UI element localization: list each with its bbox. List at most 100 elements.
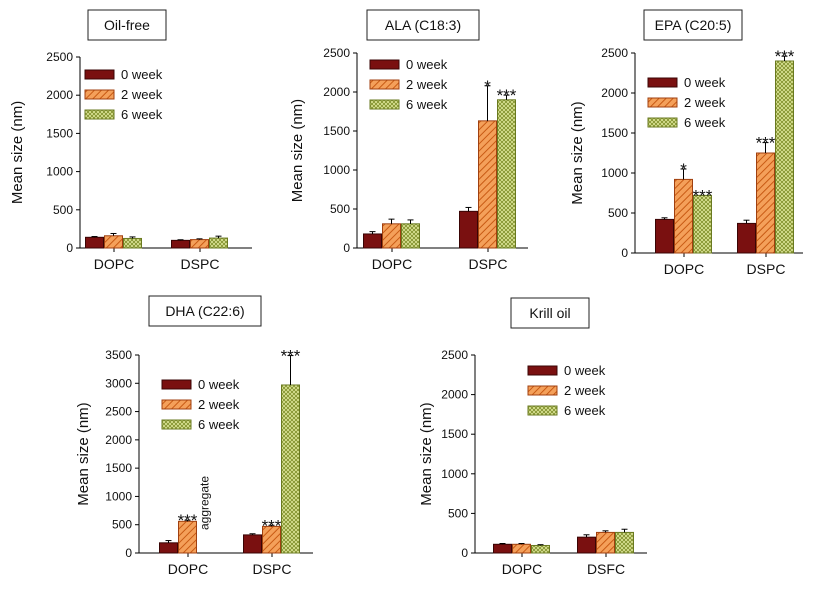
x-tick-label: DOPC [664, 261, 704, 277]
bar [577, 536, 596, 554]
bar [104, 235, 123, 249]
chart-panel: DHA (C22:6) 0 500 1000 1500 2000 2500 3000 3500 M… [75, 295, 313, 577]
chart-title: EPA (C20:5) [655, 17, 732, 33]
bar [737, 222, 756, 254]
chart-title-box [643, 9, 743, 41]
legend-label: 0 week [198, 377, 240, 392]
y-tick-label: 2000 [323, 85, 350, 99]
y-tick-label: 0 [66, 241, 73, 255]
legend-label: 2 week [684, 95, 726, 110]
y-tick-label: 2500 [441, 348, 468, 362]
legend-swatch [84, 89, 115, 100]
bar [243, 534, 262, 554]
legend-label: 0 week [564, 363, 606, 378]
legend-label: 0 week [121, 67, 163, 82]
legend-label: 2 week [406, 77, 448, 92]
y-tick-label: 0 [343, 241, 350, 255]
legend-swatch [161, 419, 192, 430]
legend-label: 6 week [121, 107, 163, 122]
chart-title-box [87, 9, 167, 41]
y-tick-label: 2000 [46, 88, 73, 102]
x-tick-label: DOPC [372, 256, 412, 272]
bar [756, 152, 775, 254]
bar [85, 236, 104, 249]
legend-swatch [369, 59, 400, 70]
legend-label: 0 week [684, 75, 726, 90]
significance-marker: *** [178, 511, 198, 530]
y-tick-label: 3500 [105, 348, 132, 362]
bar [363, 233, 382, 249]
y-axis-label: Mean size (nm) [75, 402, 92, 505]
chart-panel: EPA (C20:5) 0 500 1000 1500 2000 2500 Mean size… [569, 9, 803, 277]
bar [775, 60, 794, 254]
y-tick-label: 1500 [601, 126, 628, 140]
bar [596, 531, 615, 554]
x-tick-label: DSPC [747, 261, 786, 277]
y-tick-label: 1000 [46, 165, 73, 179]
bar [459, 210, 478, 249]
x-tick-label: DOPC [94, 256, 134, 272]
y-tick-label: 2500 [323, 46, 350, 60]
bar [655, 218, 674, 254]
y-tick-label: 3000 [105, 376, 132, 390]
y-tick-label: 1500 [105, 461, 132, 475]
significance-marker: *** [281, 347, 301, 366]
y-axis-label: Mean size (nm) [569, 101, 586, 204]
bar [615, 531, 634, 554]
y-tick-label: 0 [461, 546, 468, 560]
significance-marker: *** [775, 47, 795, 66]
legend-label: 2 week [198, 397, 240, 412]
y-tick-label: 0 [125, 546, 132, 560]
y-tick-label: 2500 [601, 46, 628, 60]
legend-swatch [647, 117, 678, 128]
significance-marker: * [484, 77, 491, 96]
y-tick-label: 500 [112, 518, 132, 532]
legend-label: 6 week [684, 115, 726, 130]
legend-swatch [647, 77, 678, 88]
legend-swatch [527, 365, 558, 376]
legend-label: 6 week [198, 417, 240, 432]
x-tick-label: DSFC [587, 561, 625, 577]
legend-swatch [84, 69, 115, 80]
y-axis-label: Mean size (nm) [418, 402, 435, 505]
bar [123, 237, 142, 249]
bar [493, 543, 512, 554]
legend-swatch [84, 109, 115, 120]
legend-swatch [369, 99, 400, 110]
bar [674, 178, 693, 254]
legend-swatch [527, 385, 558, 396]
chart-title: DHA (C22:6) [165, 303, 244, 319]
y-tick-label: 1500 [323, 124, 350, 138]
y-tick-label: 2000 [441, 388, 468, 402]
legend-label: 6 week [564, 403, 606, 418]
y-tick-label: 500 [330, 202, 350, 216]
y-tick-label: 1000 [441, 467, 468, 481]
x-tick-label: DOPC [502, 561, 542, 577]
y-tick-label: 2500 [46, 50, 73, 64]
y-tick-label: 500 [608, 206, 628, 220]
bar [478, 120, 497, 249]
y-tick-label: 2500 [105, 405, 132, 419]
bar [159, 542, 178, 554]
bar [401, 223, 420, 249]
chart-title-box [366, 9, 480, 41]
significance-marker: *** [497, 86, 517, 105]
bar [190, 239, 209, 249]
bar [512, 543, 531, 554]
chart-panel: Krill oil 0 500 1000 1500 2000 2500 Mean size (… [418, 297, 647, 577]
chart-title-box [148, 295, 262, 327]
legend-label: 2 week [564, 383, 606, 398]
bar [693, 194, 712, 254]
chart-title: Krill oil [529, 305, 570, 321]
y-tick-label: 500 [53, 203, 73, 217]
bar [497, 99, 516, 249]
x-tick-label: DSPC [181, 256, 220, 272]
chart-panel: ALA (C18:3) 0 500 1000 1500 2000 2500 Mean size… [289, 9, 528, 272]
x-tick-label: DOPC [168, 561, 208, 577]
y-tick-label: 1500 [46, 126, 73, 140]
chart-panel: Oil-free 0 500 1000 1500 2000 2500 Mean size (n… [9, 9, 252, 272]
chart-title: Oil-free [104, 17, 150, 33]
y-tick-label: 1500 [441, 427, 468, 441]
significance-marker: * [680, 160, 687, 179]
